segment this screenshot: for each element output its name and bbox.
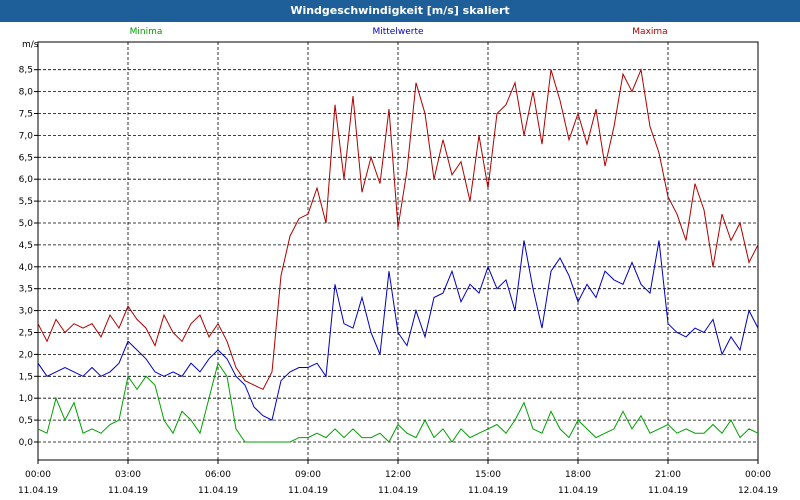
y-tick-label: 0,5 [19,416,33,426]
y-tick-label: 4,0 [19,263,34,273]
y-axis: 0,0 0,5 1,0 1,5 2,0 2,5 3,0 3,5 4,0 4,5 5,0 5,5 6,0 6… [19,66,38,448]
plot-area [37,41,759,461]
x-tick-date: 11.04.19 [18,486,58,496]
x-tick-time: 18:00 [565,470,591,480]
x-tick-date: 12.04.19 [738,486,778,496]
x-axis: 00:00 11.04.19 03:00 11.04.19 06:00 11.04.19 0… [18,460,778,496]
x-tick-date: 11.04.19 [288,486,328,496]
y-tick-label: 6,5 [19,153,33,163]
y-tick-label: 6,0 [19,175,34,185]
x-tick-time: 15:00 [475,470,501,480]
x-tick-time: 09:00 [295,470,321,480]
y-tick-label: 2,5 [19,329,33,339]
series-line-maxima [37,67,759,391]
x-tick-date: 11.04.19 [648,486,688,496]
y-tick-label: 0,0 [19,438,34,448]
y-tick-label: 7,5 [19,110,33,120]
y-tick-label: 1,0 [19,394,34,404]
x-tick-date: 11.04.19 [468,486,508,496]
x-tick-time: 12:00 [385,470,411,480]
y-tick-label: 5,5 [19,197,33,207]
data-series [37,67,759,443]
x-tick-date: 11.04.19 [108,486,148,496]
legend-minima: Minima [130,27,163,37]
x-tick-time: 21:00 [655,470,681,480]
x-tick-date: 11.04.19 [558,486,598,496]
y-tick-label: 1,5 [19,372,33,382]
x-tick-time: 03:00 [115,470,141,480]
x-tick-date: 11.04.19 [378,486,418,496]
y-tick-label: 7,0 [19,131,34,141]
x-tick-time: 06:00 [205,470,231,480]
y-tick-label: 3,0 [19,307,34,317]
series-line-mittelwerte [37,240,759,421]
y-tick-label: 5,0 [19,219,34,229]
legend-mittelwerte: Mittelwerte [372,27,423,37]
x-tick-time: 00:00 [25,470,51,480]
series-line-minima [37,362,759,443]
x-tick-time: 00:00 [745,470,771,480]
chart-title: Windgeschwindigkeit [m/s] skaliert [0,0,800,22]
y-tick-label: 8,0 [19,88,34,98]
legend-maxima: Maxima [632,27,667,37]
x-tick-date: 11.04.19 [198,486,238,496]
grid-lines [38,42,758,460]
y-tick-label: 8,5 [19,66,33,76]
y-tick-label: 4,5 [19,241,33,251]
y-axis-label: m/s [22,40,39,50]
y-tick-label: 3,5 [19,285,33,295]
y-tick-label: 2,0 [19,350,34,360]
